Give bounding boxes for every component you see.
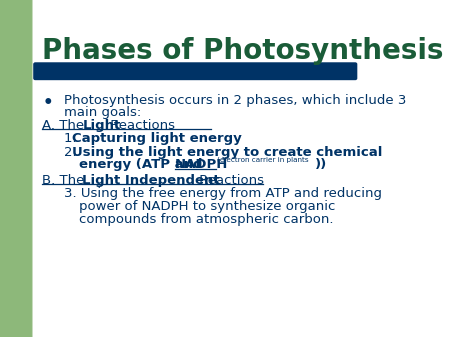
Text: Light Independent: Light Independent	[82, 174, 220, 187]
Text: B. The: B. The	[42, 174, 89, 187]
Text: NADPH: NADPH	[175, 158, 229, 172]
Text: Capturing light energy: Capturing light energy	[72, 132, 242, 145]
Text: )): ))	[315, 158, 327, 172]
Text: main goals:: main goals:	[64, 106, 141, 119]
Text: Using the light energy to create chemical: Using the light energy to create chemica…	[72, 146, 382, 159]
Text: (electron carrier in plants: (electron carrier in plants	[216, 157, 308, 163]
Text: Reactions: Reactions	[106, 119, 175, 132]
Text: Phases of Photosynthesis: Phases of Photosynthesis	[42, 37, 444, 65]
Text: energy (ATP and: energy (ATP and	[79, 158, 207, 172]
Text: A. The: A. The	[42, 119, 89, 132]
Text: Reactions: Reactions	[195, 174, 264, 187]
Text: Light: Light	[82, 119, 121, 132]
Text: Photosynthesis occurs in 2 phases, which include 3: Photosynthesis occurs in 2 phases, which…	[64, 94, 406, 106]
Text: power of NADPH to synthesize organic: power of NADPH to synthesize organic	[79, 200, 335, 213]
Text: 2.: 2.	[64, 146, 81, 159]
Text: •: •	[42, 94, 53, 112]
Text: 1.: 1.	[64, 132, 81, 145]
Text: 3. Using the free energy from ATP and reducing: 3. Using the free energy from ATP and re…	[64, 187, 382, 200]
FancyBboxPatch shape	[34, 63, 356, 80]
FancyBboxPatch shape	[0, 0, 32, 337]
Text: compounds from atmospheric carbon.: compounds from atmospheric carbon.	[79, 213, 333, 225]
